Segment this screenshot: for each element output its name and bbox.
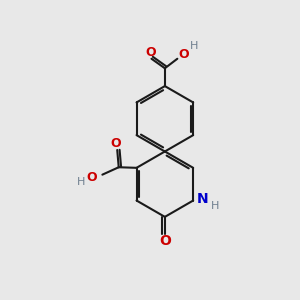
Text: O: O [87, 171, 97, 184]
Text: N: N [197, 192, 208, 206]
Text: O: O [111, 137, 122, 150]
Text: O: O [159, 234, 171, 248]
Text: O: O [145, 46, 156, 59]
Text: H: H [190, 41, 198, 51]
Text: H: H [210, 201, 219, 211]
Text: O: O [178, 48, 189, 61]
Text: H: H [77, 177, 85, 187]
